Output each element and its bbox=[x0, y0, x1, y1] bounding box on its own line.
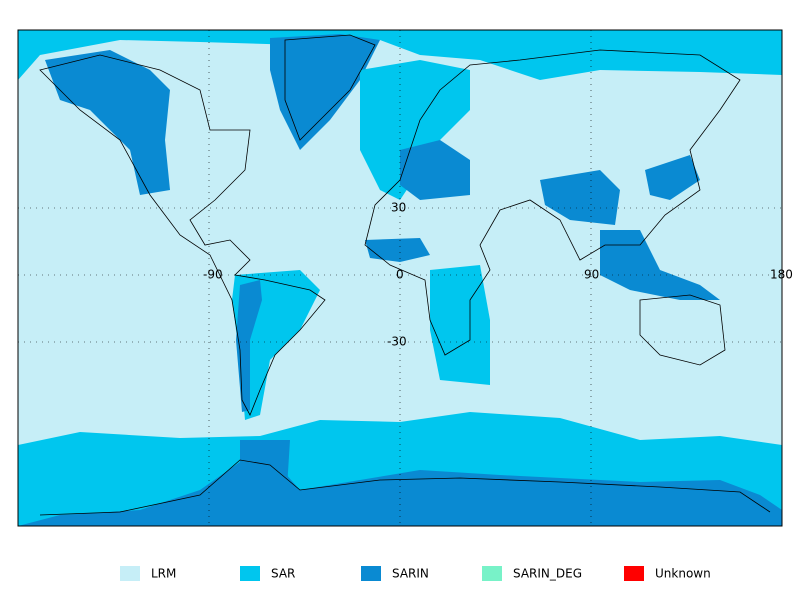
legend-label: LRM bbox=[151, 567, 176, 581]
mode-map bbox=[18, 30, 782, 526]
map-frame bbox=[17, 29, 783, 527]
lon-label: -90 bbox=[203, 268, 223, 282]
sarin-area bbox=[270, 34, 380, 150]
lat-label: 30 bbox=[391, 201, 406, 215]
sar-area bbox=[360, 60, 470, 200]
legend: LRM SAR SARIN SARIN_DEG Unknown bbox=[120, 566, 711, 581]
sarin-area bbox=[236, 280, 262, 412]
legend-label: SARIN bbox=[392, 567, 429, 581]
lon-label: 90 bbox=[584, 268, 599, 282]
sarin-area bbox=[600, 230, 720, 300]
lat-label: 0 bbox=[396, 268, 404, 282]
legend-swatch bbox=[240, 566, 260, 581]
legend-swatch bbox=[624, 566, 644, 581]
legend-swatch bbox=[120, 566, 140, 581]
legend-swatch bbox=[482, 566, 502, 581]
lon-label: 180 bbox=[770, 268, 793, 282]
sarin-area bbox=[45, 50, 170, 195]
sarin-area bbox=[240, 440, 290, 520]
graticule bbox=[18, 30, 782, 526]
sarin-area bbox=[18, 455, 782, 526]
legend-label: Unknown bbox=[655, 567, 711, 581]
coastline bbox=[284, 34, 376, 141]
coastlines bbox=[39, 34, 771, 516]
legend-swatch bbox=[361, 566, 381, 581]
sarin-area bbox=[365, 238, 430, 262]
sarin-area bbox=[540, 170, 620, 225]
coastline bbox=[639, 294, 726, 366]
legend-label: SAR bbox=[271, 567, 295, 581]
lat-label: -30 bbox=[387, 335, 407, 349]
sarin-area bbox=[645, 155, 700, 200]
coastline bbox=[364, 49, 741, 356]
sarin-area bbox=[400, 140, 470, 200]
legend-label: SARIN_DEG bbox=[513, 567, 582, 581]
coastline bbox=[39, 459, 771, 516]
coastline bbox=[39, 54, 326, 416]
